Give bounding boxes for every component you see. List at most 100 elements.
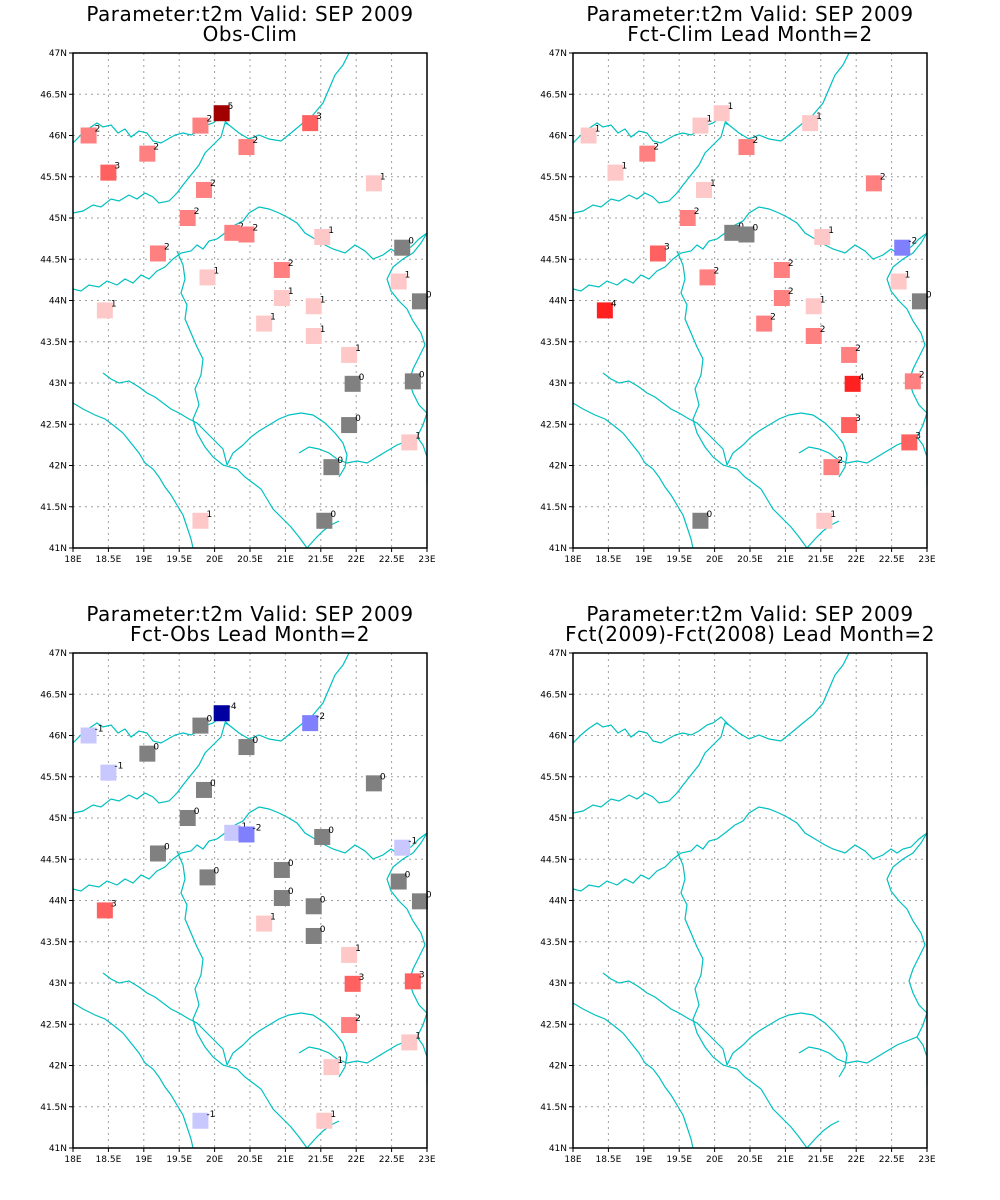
station-value-label: 2 (194, 207, 200, 217)
station-marker (149, 245, 166, 262)
station-marker (256, 915, 273, 932)
station-value-label: 1 (330, 1110, 336, 1120)
station-marker (823, 459, 840, 476)
x-tick-label: 21E (277, 1155, 294, 1165)
grid-lines (73, 653, 427, 1148)
station-value-label: 0 (288, 887, 294, 897)
station-value-label: 1 (706, 115, 712, 125)
station-value-label: 1 (206, 510, 212, 520)
station-value-label: -2 (316, 712, 325, 722)
border-line (72, 122, 230, 214)
station-value-label: 1 (320, 295, 326, 305)
station-value-label: 1 (214, 266, 220, 276)
station-marker (199, 869, 216, 886)
station-value-label: 2 (714, 266, 720, 276)
station-value-label: -2 (252, 824, 261, 834)
border-line (72, 722, 230, 814)
station-marker (341, 1017, 358, 1034)
border-line (886, 232, 928, 438)
station-marker (596, 302, 613, 319)
station-marker (341, 946, 358, 963)
y-tick-label: 45.5N (40, 173, 67, 183)
y-tick-label: 44.5N (540, 255, 567, 265)
border-line (798, 436, 928, 485)
y-tick-label: 45.5N (540, 773, 567, 783)
station-value-label: 2 (752, 136, 758, 146)
x-tick-label: 19.5E (166, 1155, 192, 1165)
y-tick-label: 41.5N (540, 1103, 567, 1113)
country-borders (72, 52, 428, 549)
y-tick-label: 47N (549, 49, 567, 59)
station-marker (841, 417, 858, 434)
station-marker (699, 269, 716, 286)
station-value-label: 0 (210, 779, 216, 789)
station-value-label: -1 (114, 762, 123, 772)
station-marker (238, 139, 255, 156)
border-line (72, 806, 428, 892)
border-line (572, 122, 730, 214)
y-tick-label: 44N (549, 897, 567, 907)
station-marker (773, 290, 790, 307)
x-tick-label: 20E (206, 555, 223, 565)
y-tick-label: 42.5N (540, 1020, 567, 1030)
x-tick-label: 19E (635, 1155, 652, 1165)
station-value-label: 1 (621, 162, 627, 172)
x-tick-label: 19E (135, 1155, 152, 1165)
station-value-label: 0 (419, 370, 425, 380)
border-line (572, 806, 928, 892)
station-marker (401, 434, 418, 451)
border-line (298, 436, 428, 485)
border-line (176, 250, 308, 549)
station-marker (724, 224, 741, 241)
station-marker (805, 327, 822, 344)
station-value-label: 0 (426, 890, 432, 900)
y-tick-label: 45N (549, 214, 567, 224)
station-value-label: 1 (820, 295, 826, 305)
station-value-label: 3 (359, 973, 365, 983)
y-tick-label: 41.5N (40, 1103, 67, 1113)
y-tick-label: 41N (549, 1144, 567, 1154)
map-plot: 2322532222221101211110111000101018E18.5E… (40, 49, 436, 565)
station-value-label: 1 (320, 325, 326, 335)
x-tick-label: 18.5E (96, 555, 122, 565)
border-line (726, 412, 848, 478)
station-value-label: 0 (426, 290, 432, 300)
y-tick-label: 47N (49, 49, 67, 59)
station-value-label: 5 (228, 102, 234, 112)
map-plot: -1-100-4-2000-1-2000-1000300010133211-11… (40, 649, 436, 1165)
station-value-label: 2 (694, 207, 700, 217)
station-marker (199, 269, 216, 286)
map-panel-obs-clim: Parameter:t2m Valid: SEP 2009 Obs-Clim 2… (0, 0, 500, 600)
station-value-label: 0 (214, 866, 220, 876)
station-value-label: 0 (337, 456, 343, 466)
y-tick-label: 45.5N (540, 173, 567, 183)
station-marker (302, 715, 319, 732)
station-value-label: 2 (788, 259, 794, 269)
panel-title: Parameter:t2m Valid: SEP 2009 (586, 2, 914, 26)
y-tick-label: 43N (549, 979, 567, 989)
station-value-label: 0 (706, 510, 712, 520)
station-marker (238, 739, 255, 756)
station-value-label: -1 (408, 837, 417, 847)
y-tick-label: 42.5N (40, 420, 67, 430)
border-line (298, 1036, 428, 1085)
station-marker (411, 293, 428, 310)
x-tick-label: 22E (848, 555, 865, 565)
y-tick-label: 42N (49, 1062, 67, 1072)
x-tick-label: 20E (706, 555, 723, 565)
station-marker (394, 839, 411, 856)
y-tick-label: 41N (49, 1144, 67, 1154)
station-value-label: 2 (653, 143, 659, 153)
border-line (572, 1002, 694, 1149)
border-line (806, 520, 840, 549)
x-tick-label: 18.5E (96, 1155, 122, 1165)
country-borders (572, 52, 928, 549)
station-value-label: 0 (926, 290, 932, 300)
station-value-label: 3 (111, 899, 117, 909)
y-tick-label: 42N (549, 1062, 567, 1072)
station-marker (679, 210, 696, 226)
station-marker (692, 117, 709, 134)
station-marker (273, 890, 290, 907)
station-marker (814, 228, 831, 245)
x-tick-label: 19.5E (666, 555, 692, 565)
